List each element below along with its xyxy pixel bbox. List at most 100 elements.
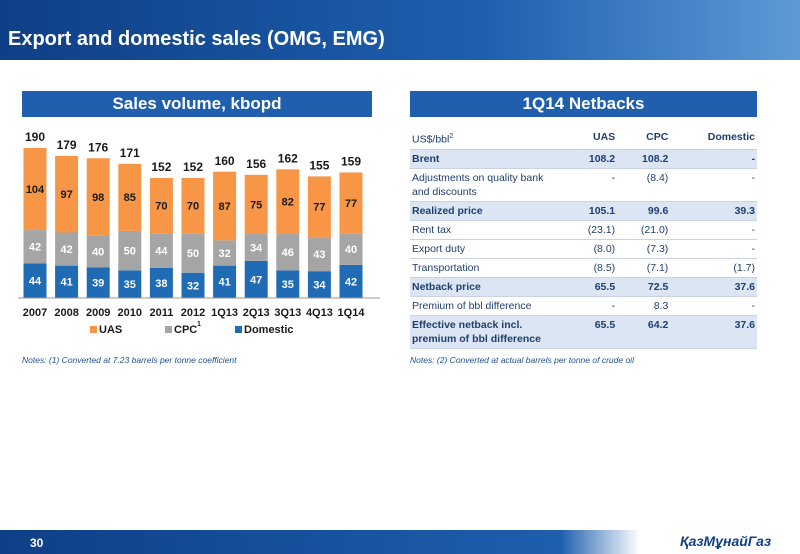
cell: 65.5 (564, 315, 618, 349)
data-label: 77 (313, 202, 325, 214)
total-label: 171 (120, 146, 140, 160)
table-row: Transportation (8.5) (7.1) (1.7) (410, 258, 757, 278)
x-tick-label: 2009 (86, 307, 110, 319)
data-label: 87 (218, 201, 230, 213)
cell: 108.2 (564, 149, 618, 169)
cell: 37.6 (670, 315, 757, 349)
total-label: 152 (183, 160, 203, 174)
data-label: 34 (313, 279, 326, 291)
cell: 108.2 (617, 149, 671, 169)
bar-segment (181, 272, 205, 298)
bar-segment (307, 271, 331, 298)
bar-segment (55, 232, 79, 266)
row-label: Realized price (410, 201, 564, 221)
table-row: Premium of bbl difference -8.3- (410, 296, 757, 316)
total-label: 190 (25, 130, 45, 144)
legend-label: CPC (174, 324, 197, 336)
table-row: Effective netback incl. premium of bbl d… (410, 315, 757, 349)
x-tick-label: 2012 (181, 307, 205, 319)
row-label: Brent (410, 149, 564, 169)
cell: 99.6 (617, 201, 671, 221)
row-label: Export duty (410, 239, 564, 259)
cell: - (670, 296, 757, 316)
data-label: 42 (29, 242, 41, 254)
slide-title: Export and domestic sales (OMG, EMG) (8, 28, 385, 50)
bar-segment (213, 265, 237, 298)
total-label: 179 (57, 138, 77, 152)
legend-swatch (235, 326, 242, 333)
data-label: 42 (60, 244, 72, 256)
logo: ҚазМұнайГаз (680, 533, 772, 549)
bar-segment (244, 260, 268, 298)
data-label: 70 (155, 201, 167, 213)
bar-segment (86, 158, 110, 236)
bar-segment (213, 240, 237, 266)
cell: 39.3 (670, 201, 757, 221)
x-tick-label: 2007 (23, 307, 47, 319)
footer-band (0, 530, 800, 554)
table-row: Brent 108.2 108.2- (410, 149, 757, 169)
x-tick-label: 4Q13 (306, 307, 333, 319)
data-label: 50 (187, 248, 199, 260)
bar-segment (118, 270, 142, 298)
data-label: 34 (250, 242, 263, 254)
bar-segment (23, 263, 47, 298)
cell: 65.5 (564, 277, 618, 297)
bar-segment (181, 233, 205, 273)
row-label: Premium of bbl difference (410, 296, 564, 316)
data-label: 47 (250, 274, 262, 286)
unit-note: 2 (449, 133, 454, 140)
x-tick-label: 2011 (149, 307, 173, 319)
bar-segment (244, 234, 268, 261)
x-tick-label: 3Q13 (274, 307, 301, 319)
bar-segment (307, 237, 331, 272)
legend-footnote: 1 (197, 321, 201, 328)
total-label: 152 (151, 160, 171, 174)
unit: US$/bbl (412, 133, 450, 146)
bar-segment (86, 267, 110, 298)
data-label: 50 (124, 246, 136, 258)
bar-segment (276, 169, 300, 235)
data-label: 98 (92, 192, 104, 204)
column-header: Domestic (670, 128, 757, 150)
legend-swatch (90, 326, 97, 333)
x-tick-label: 2Q13 (243, 307, 270, 319)
x-tick-label: 1Q14 (338, 307, 366, 319)
cell: (21.0) (617, 220, 671, 240)
bar-segment (276, 270, 300, 298)
table-row: Realized price 105.1 99.6 39.3 (410, 201, 757, 221)
bar-segment (86, 235, 110, 268)
row-label: Adjustments on quality bank and discount… (410, 168, 564, 202)
cell: (1.7) (670, 258, 757, 278)
data-label: 32 (187, 280, 199, 292)
bar-segment (55, 265, 79, 298)
chart: 44 42 104 190 2007 41 42 97 179 2008 39 40 98 176 2009… (18, 130, 380, 336)
data-label: 39 (92, 278, 104, 290)
total-label: 155 (309, 159, 329, 173)
bar-segment (118, 230, 142, 271)
cell: (7.3) (617, 239, 671, 259)
data-label: 41 (218, 277, 230, 289)
data-label: 75 (250, 199, 262, 211)
bar-segment (181, 178, 205, 234)
x-tick-label: 2008 (54, 307, 78, 319)
data-label: 38 (155, 278, 167, 290)
header-row: US$/bbl2 UAS CPC Domestic (410, 128, 757, 150)
data-label: 35 (282, 279, 294, 291)
bar-segment (149, 233, 173, 268)
column-header: CPC (617, 128, 671, 150)
data-label: 85 (124, 192, 136, 204)
cell: 8.3 (617, 296, 671, 316)
table-row: Netback price 65.5 72.5 37.6 (410, 277, 757, 297)
total-label: 176 (88, 140, 108, 154)
data-label: 82 (282, 197, 294, 209)
data-label: 97 (60, 189, 72, 201)
bar-segment (118, 163, 142, 231)
cell: - (670, 168, 757, 202)
cell: - (670, 239, 757, 259)
cell: 105.1 (564, 201, 618, 221)
data-label: 32 (218, 248, 230, 260)
chart-note: Notes: (1) Converted at 7.23 barrels per… (22, 355, 237, 365)
bar-segment (244, 174, 268, 235)
